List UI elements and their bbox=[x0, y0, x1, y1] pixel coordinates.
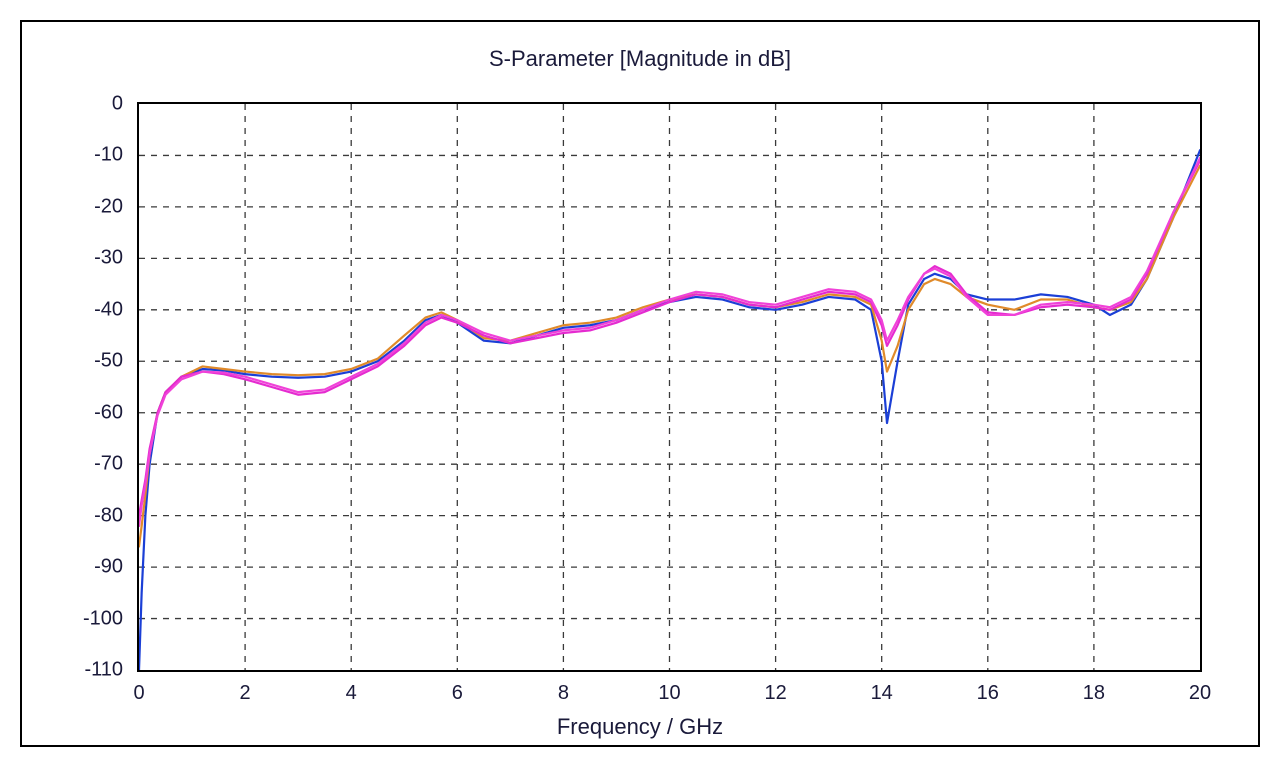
x-tick-label: 10 bbox=[658, 682, 680, 705]
y-tick-label: -70 bbox=[63, 453, 123, 476]
x-tick-label: 0 bbox=[133, 682, 144, 705]
x-axis-title: Frequency / GHz bbox=[22, 714, 1258, 740]
x-tick-label: 12 bbox=[764, 682, 786, 705]
y-tick-label: -40 bbox=[63, 298, 123, 321]
y-tick-label: -100 bbox=[63, 607, 123, 630]
x-tick-label: 8 bbox=[558, 682, 569, 705]
y-tick-label: -80 bbox=[63, 504, 123, 527]
x-tick-label: 16 bbox=[977, 682, 999, 705]
y-tick-label: -10 bbox=[63, 144, 123, 167]
y-tick-label: -50 bbox=[63, 350, 123, 373]
y-tick-label: -20 bbox=[63, 195, 123, 218]
y-tick-label: 0 bbox=[63, 93, 123, 116]
y-tick-label: -30 bbox=[63, 247, 123, 270]
x-tick-label: 14 bbox=[871, 682, 893, 705]
x-tick-label: 6 bbox=[452, 682, 463, 705]
chart-frame: S-Parameter [Magnitude in dB] 0 -10 -20 -30… bbox=[20, 20, 1260, 747]
plot-svg bbox=[139, 104, 1200, 670]
x-tick-label: 4 bbox=[346, 682, 357, 705]
chart-title: S-Parameter [Magnitude in dB] bbox=[22, 46, 1258, 72]
y-tick-label: -110 bbox=[63, 659, 123, 682]
y-tick-label: -90 bbox=[63, 556, 123, 579]
x-tick-label: 2 bbox=[240, 682, 251, 705]
plot-area bbox=[137, 102, 1202, 672]
x-tick-label: 20 bbox=[1189, 682, 1211, 705]
y-tick-label: -60 bbox=[63, 401, 123, 424]
x-tick-label: 18 bbox=[1083, 682, 1105, 705]
